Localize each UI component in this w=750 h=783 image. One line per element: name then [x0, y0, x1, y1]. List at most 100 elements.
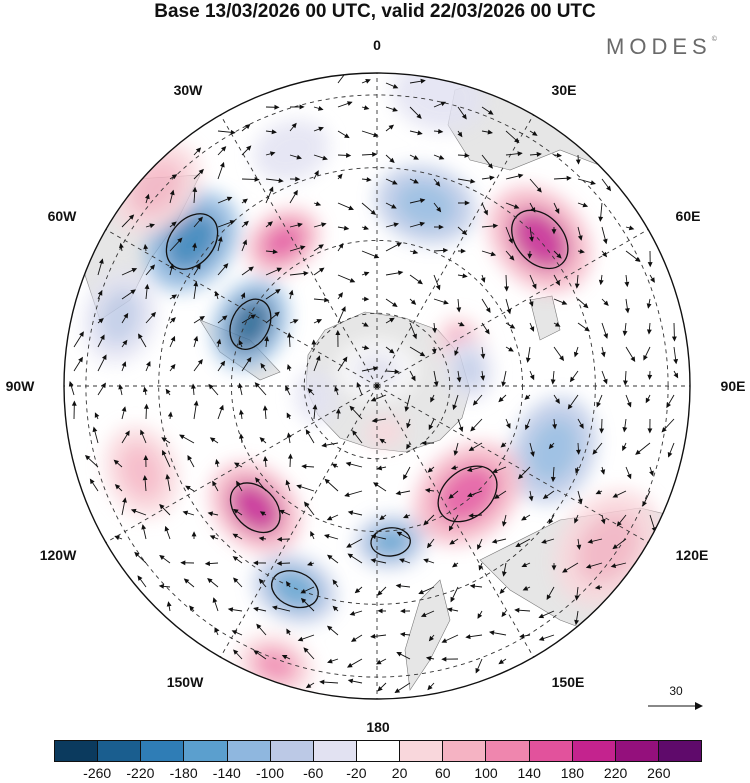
- wind-vector-head: [274, 104, 280, 110]
- lon-label-30w: 30W: [173, 82, 203, 98]
- wind-vector-head: [603, 333, 609, 339]
- wind-vector-head: [525, 357, 531, 363]
- wind-vector-head: [209, 535, 216, 540]
- wind-vector-head: [536, 187, 542, 193]
- wind-vector-head: [274, 311, 280, 317]
- wind-vector-head: [396, 531, 403, 537]
- wind-vector-head: [363, 322, 369, 327]
- wind-vector-head: [423, 558, 429, 564]
- anomaly-core: [455, 351, 484, 389]
- wind-vector-head: [189, 605, 195, 611]
- wind-vector-head: [285, 479, 291, 486]
- wind-vector-head: [364, 296, 370, 302]
- wind-vector-head: [389, 317, 395, 323]
- wind-vector-head: [465, 634, 471, 640]
- wind-vector-head: [626, 473, 632, 480]
- wind-vector-head: [219, 404, 224, 411]
- wind-vector-head: [243, 220, 249, 227]
- wind-vector-head: [530, 451, 535, 457]
- wind-vector-head: [341, 306, 346, 312]
- wind-vector-head: [529, 236, 534, 243]
- wind-vector-head: [647, 262, 653, 268]
- colorbar-segment: [658, 741, 702, 761]
- wind-vector-head: [240, 292, 246, 298]
- wind-vector-head: [603, 300, 609, 306]
- wind-vector-head: [492, 468, 498, 474]
- wind-vector-head: [552, 424, 558, 430]
- lon-label-60e: 60E: [675, 208, 701, 224]
- wind-vector-head: [123, 312, 129, 319]
- wind-vector-head: [267, 221, 273, 227]
- wind-vector-head: [349, 405, 355, 412]
- wind-vector-head: [469, 583, 476, 589]
- wind-vector-head: [519, 633, 525, 639]
- wind-vector-head: [84, 455, 91, 461]
- wind-vector-head: [417, 130, 423, 136]
- wind-vector-head: [68, 380, 74, 387]
- wind-vector-head: [297, 636, 304, 642]
- wind-vector-head: [373, 482, 379, 488]
- wind-vector-head: [373, 253, 380, 259]
- wind-vector-head: [488, 109, 494, 115]
- wind-vector-head: [170, 363, 176, 370]
- wind-vector-head: [395, 490, 401, 496]
- wind-vector-head: [453, 450, 459, 456]
- wind-vector-head: [344, 133, 350, 139]
- wind-vectors: [68, 73, 679, 694]
- wind-vector-head: [159, 554, 165, 560]
- wind-vector-head: [204, 561, 211, 566]
- wind-vector-head: [337, 173, 343, 180]
- wind-vector-head: [514, 607, 520, 613]
- wind-vector-head: [379, 438, 385, 444]
- wind-vector-head: [419, 198, 426, 204]
- wind-vector-head: [258, 578, 264, 584]
- wind-vector-head: [427, 684, 433, 691]
- wind-vector-head: [643, 355, 648, 361]
- wind-vector-head: [214, 627, 219, 633]
- wind-vector-head: [303, 647, 309, 653]
- wind-vector-head: [646, 329, 652, 335]
- wind-vector-head: [193, 400, 199, 406]
- wind-vector-head: [410, 299, 417, 305]
- wind-vector-head: [113, 459, 120, 465]
- wind-vector-head: [159, 503, 165, 510]
- wind-vector-head: [456, 307, 462, 313]
- wind-vector-head: [574, 518, 579, 524]
- colorbar-tick-label: 220: [603, 765, 628, 781]
- wind-vector-head: [392, 83, 399, 89]
- wind-vector-head: [231, 630, 238, 635]
- wind-vector-head: [391, 203, 397, 209]
- wind-vector-head: [324, 478, 330, 484]
- wind-vector-head: [370, 396, 377, 402]
- wind-vector-head: [198, 168, 204, 175]
- colorbar-tick-label: 60: [435, 765, 451, 781]
- wind-vector-head: [606, 185, 612, 192]
- wind-vector-head: [343, 73, 349, 75]
- wind-vector-head: [293, 319, 299, 324]
- wind-vector-head: [650, 277, 655, 283]
- wind-vector-head: [538, 636, 545, 641]
- wind-vector-head: [191, 531, 197, 537]
- wind-vector-head: [296, 484, 302, 490]
- wind-vector-head: [246, 145, 252, 151]
- wind-vector-head: [622, 380, 628, 386]
- wind-vector-head: [318, 267, 325, 273]
- wind-vector-head: [232, 533, 239, 539]
- wind-vector-head: [128, 214, 135, 220]
- wind-vector-head: [574, 619, 580, 626]
- wind-vector-head: [487, 129, 493, 135]
- wind-vector-head: [530, 207, 536, 213]
- wind-vector-head: [170, 317, 176, 323]
- wind-vector-head: [555, 398, 560, 404]
- wind-vector-head: [546, 594, 552, 601]
- wind-vector-head: [288, 289, 294, 296]
- wind-vector-head: [490, 251, 497, 257]
- wind-vector-head: [271, 129, 277, 135]
- wind-vector-head: [319, 679, 325, 685]
- wind-vector-head: [649, 470, 654, 477]
- wind-vector-head: [410, 375, 416, 382]
- wind-vector-head: [286, 432, 292, 438]
- wind-vector-head: [421, 440, 427, 446]
- colorbar-segment: [529, 741, 573, 761]
- wind-vector-head: [346, 152, 352, 158]
